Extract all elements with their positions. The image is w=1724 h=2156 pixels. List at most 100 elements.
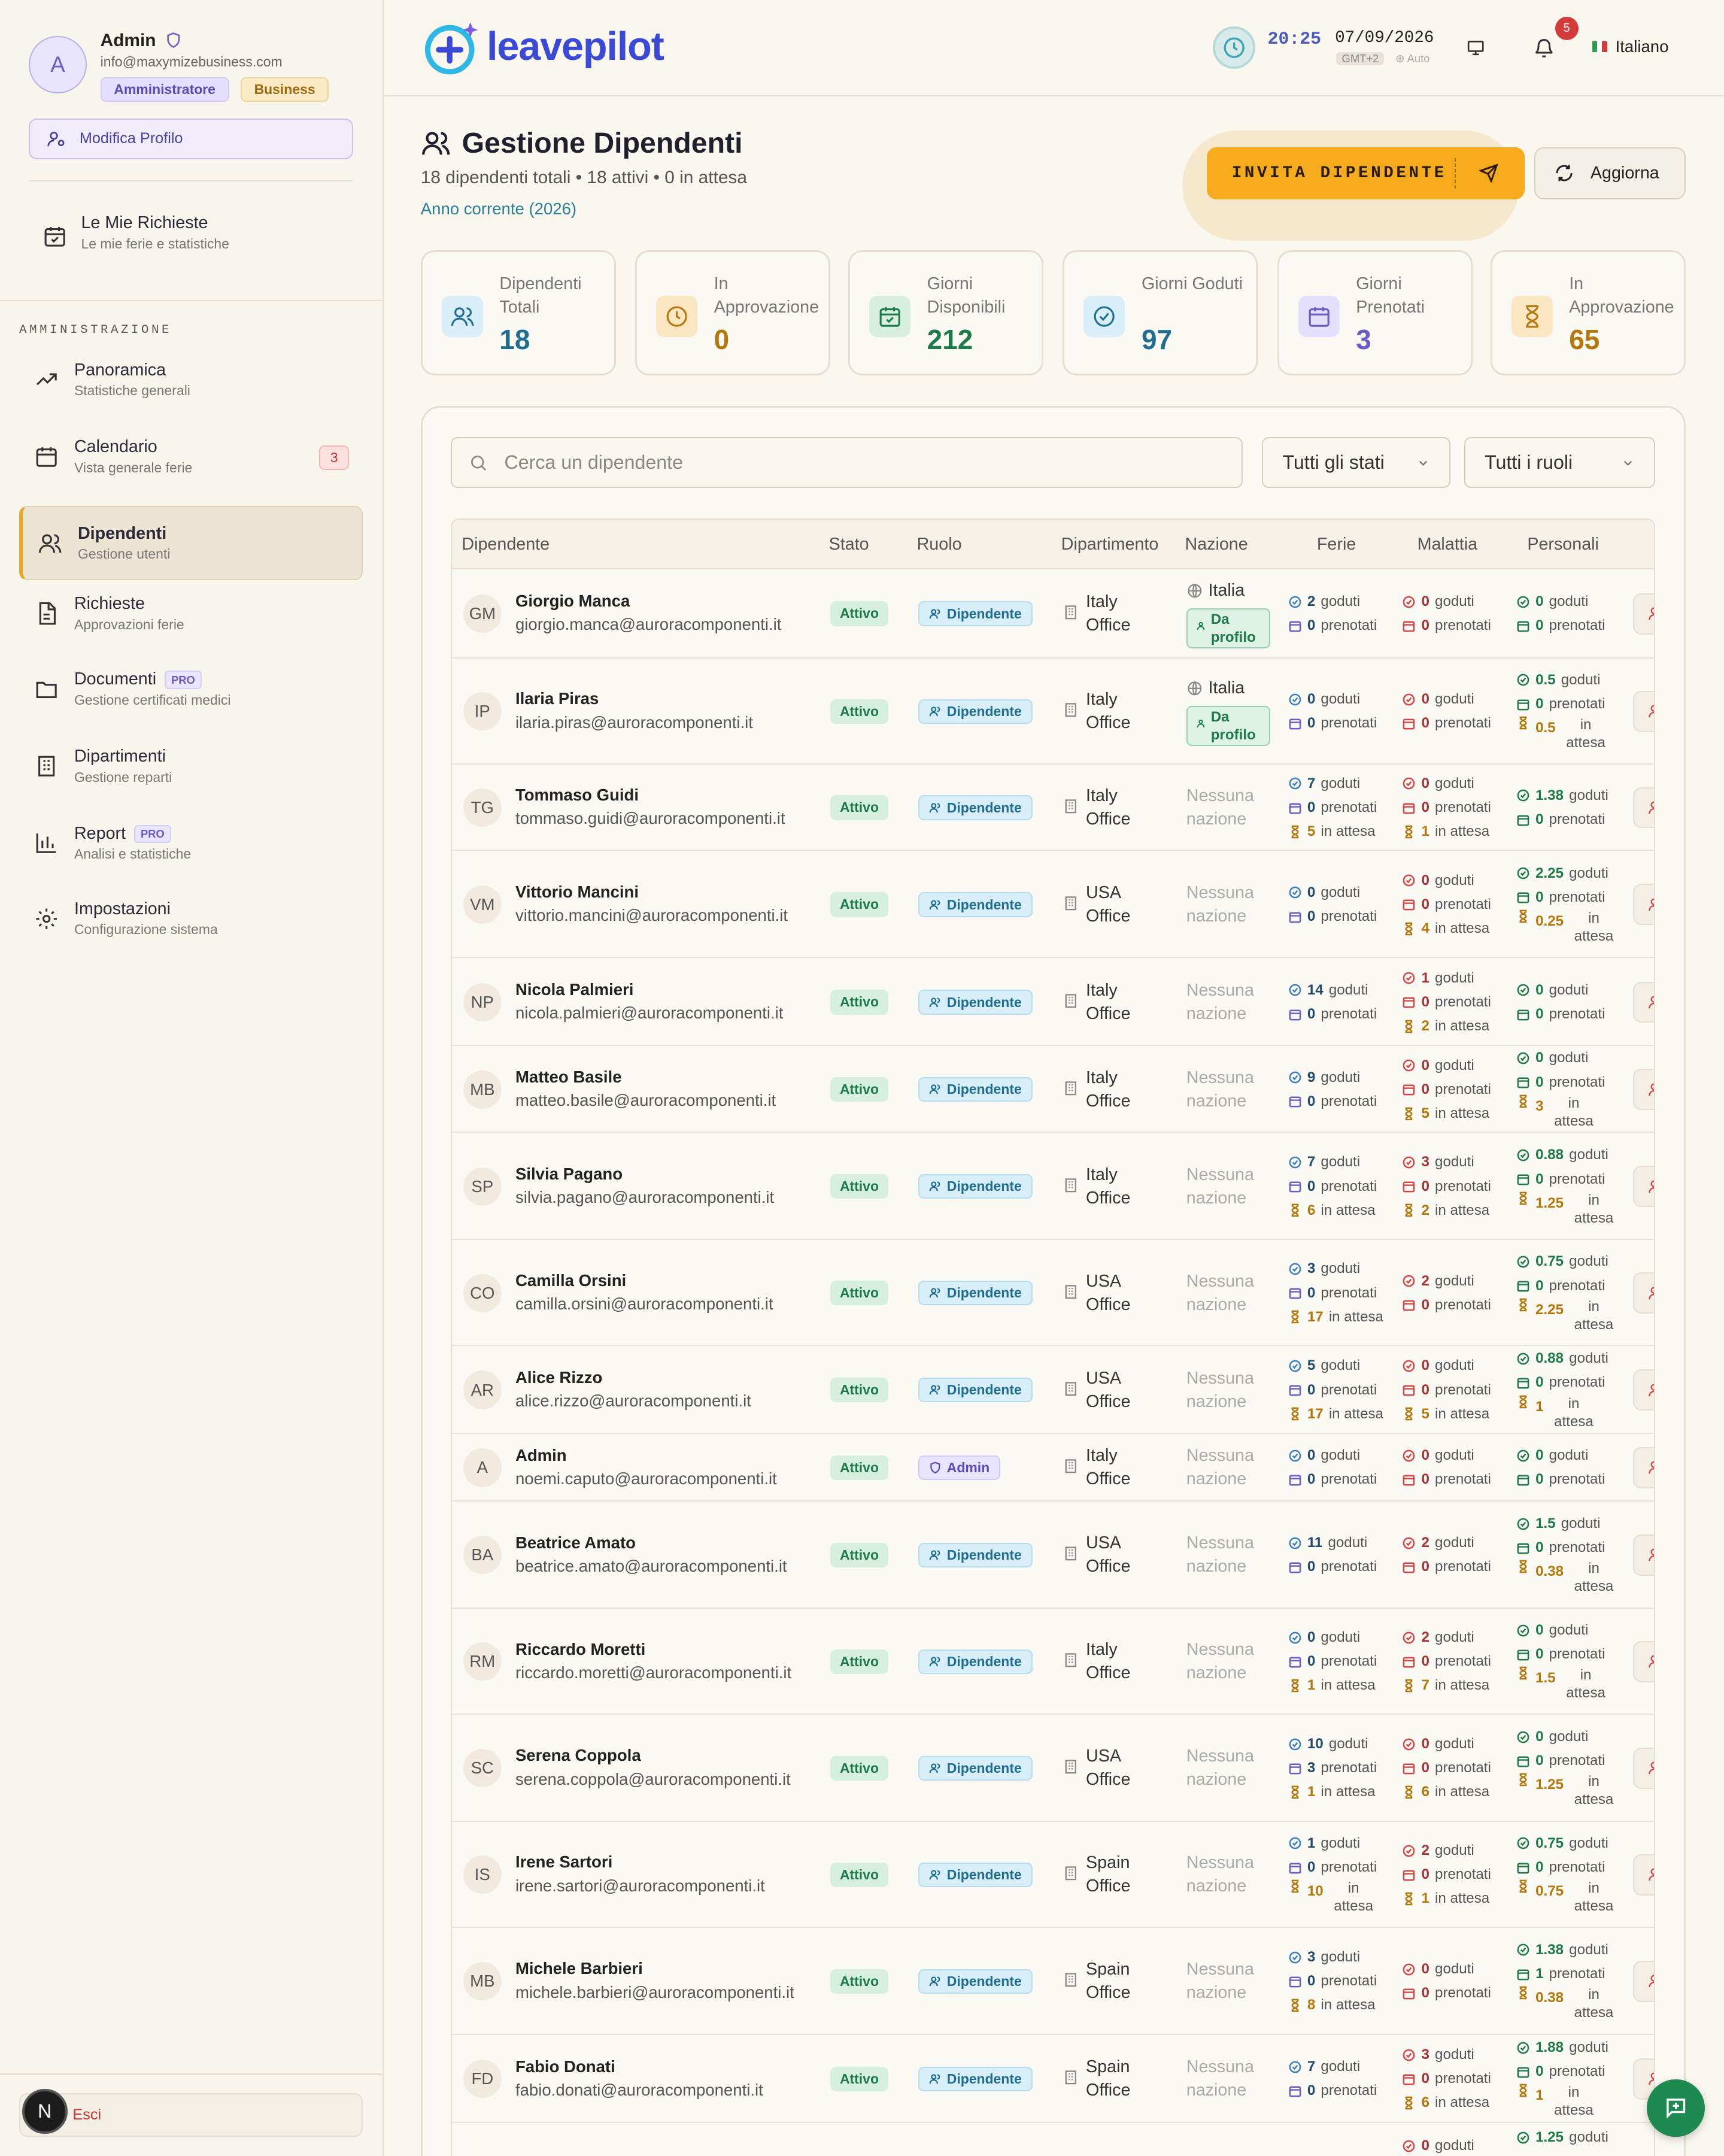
role-badge: Dipendente bbox=[918, 990, 1033, 1015]
avatar[interactable]: A bbox=[29, 35, 87, 94]
invite-employee-button[interactable]: INVITA DIPENDENTE bbox=[1207, 147, 1525, 199]
row-action-button[interactable] bbox=[1633, 1069, 1655, 1111]
used-label: goduti bbox=[1435, 2137, 1474, 2154]
table-row[interactable]: VM Vittorio Mancini vittorio.mancini@auror… bbox=[452, 851, 1655, 959]
feedback-button[interactable] bbox=[1647, 2079, 1705, 2137]
section-heading: AMMINISTRAZIONE bbox=[19, 323, 172, 337]
app-logo[interactable]: leavepilot bbox=[421, 17, 664, 77]
nation-empty-line2: nazione bbox=[1186, 1188, 1247, 1208]
role-filter[interactable]: Tutti i ruoli bbox=[1464, 437, 1656, 489]
pending-days: 0.75 bbox=[1535, 1883, 1564, 1900]
employee-name[interactable]: Irene Sartori bbox=[515, 1852, 613, 1872]
nation-empty: Nessuna nazione bbox=[1186, 881, 1254, 928]
year-link[interactable]: Anno corrente (2026) bbox=[420, 199, 577, 219]
employee-name[interactable]: Matteo Basile bbox=[515, 1068, 622, 1087]
row-action-button[interactable] bbox=[1633, 690, 1655, 732]
monitor-icon[interactable] bbox=[1465, 38, 1486, 57]
table-row[interactable]: A Admin noemi.caputo@auroracomponenti.it At… bbox=[452, 1434, 1655, 1502]
employee-name[interactable]: Riccardo Moretti bbox=[515, 1639, 646, 1658]
row-action-button[interactable] bbox=[1633, 884, 1655, 926]
table-row[interactable]: GM Giorgio Manca giorgio.manca@auroracompo… bbox=[452, 569, 1655, 659]
refresh-button[interactable]: Aggiorna bbox=[1534, 147, 1686, 199]
status-badge: Attivo bbox=[830, 1649, 889, 1674]
hourglass-icon bbox=[1519, 1879, 1527, 1893]
users-icon bbox=[929, 706, 940, 717]
sidebar-item-panoramica[interactable]: Panoramica Statistiche generali bbox=[19, 342, 363, 417]
employee-name[interactable]: Giorgio Manca bbox=[515, 592, 630, 611]
table-row[interactable]: AR Alice Rizzo alice.rizzo@auroracomponent… bbox=[452, 1346, 1655, 1435]
table-row[interactable]: MB Michele Barbieri michele.barbieri@auror… bbox=[452, 1928, 1655, 2035]
logout-button[interactable]: Esci bbox=[19, 2093, 363, 2137]
search-input[interactable]: Cerca un dipendente bbox=[451, 437, 1243, 489]
employee-name[interactable]: Alice Rizzo bbox=[515, 1367, 603, 1387]
row-action-button[interactable] bbox=[1633, 787, 1655, 829]
employee-name[interactable]: Silvia Pagano bbox=[515, 1164, 623, 1183]
row-action-button[interactable] bbox=[1633, 1166, 1655, 1208]
table-row[interactable]: BA Beatrice Amato beatrice.amato@auroracom… bbox=[452, 1502, 1655, 1609]
employee-name[interactable]: Michele Barbieri bbox=[515, 1959, 643, 1978]
employee-email: tommaso.guidi@auroracomponenti.it bbox=[515, 809, 785, 828]
col-role[interactable]: Ruolo bbox=[916, 534, 962, 554]
employee-name[interactable]: Vittorio Mancini bbox=[515, 883, 639, 902]
booked-days: 0 bbox=[1421, 1985, 1429, 2002]
col-employee[interactable]: Dipendente bbox=[462, 534, 550, 554]
sidebar-item-impostazioni[interactable]: Impostazioni Configurazione sistema bbox=[19, 881, 363, 956]
table-row[interactable]: NP Nicola Palmieri nicola.palmieri@aurorac… bbox=[452, 958, 1655, 1047]
nation-empty: Nessuna nazione bbox=[1186, 1163, 1254, 1210]
employee-name[interactable]: Camilla Orsini bbox=[515, 1270, 627, 1290]
employee-name[interactable]: Tommaso Guidi bbox=[515, 786, 639, 805]
sidebar-item-richieste[interactable]: Richieste Approvazioni ferie bbox=[19, 576, 363, 650]
language-selector[interactable]: Italiano bbox=[1592, 37, 1668, 56]
table-row[interactable]: SP Silvia Pagano silvia.pagano@auroracompo… bbox=[452, 1133, 1655, 1241]
row-action-button[interactable] bbox=[1633, 981, 1655, 1023]
col-sick[interactable]: Malattia bbox=[1417, 534, 1478, 554]
table-row[interactable]: CO Camilla Orsini camilla.orsini@auroracom… bbox=[452, 1240, 1655, 1347]
row-action-button[interactable] bbox=[1633, 1369, 1655, 1411]
employee-name[interactable]: Admin bbox=[515, 1445, 567, 1464]
building-icon bbox=[1065, 994, 1076, 1008]
row-action-button[interactable] bbox=[1633, 1447, 1655, 1488]
employee-name[interactable]: Serena Coppola bbox=[515, 1746, 641, 1765]
status-filter[interactable]: Tutti gli stati bbox=[1262, 437, 1450, 489]
table-row[interactable]: IS Irene Sartori irene.sartori@auroracompo… bbox=[452, 1822, 1655, 1928]
table-row[interactable]: IP Ilaria Piras ilaria.piras@auroracompone… bbox=[452, 659, 1655, 765]
personal-cell: 0 goduti 0 prenotati bbox=[1516, 1444, 1633, 1491]
sidebar-item-dipartimenti[interactable]: Dipartimenti Gestione reparti bbox=[19, 729, 363, 803]
nav-my-requests[interactable]: Le Mie Richieste Le mie ferie e statistic… bbox=[29, 213, 353, 265]
edit-profile-button[interactable]: Modifica Profilo bbox=[29, 118, 354, 160]
employee-name[interactable]: Nicola Palmieri bbox=[515, 980, 634, 999]
sidebar-item-calendario[interactable]: Calendario Vista generale ferie 3 bbox=[19, 419, 363, 493]
booked-days: 0 bbox=[1307, 1284, 1316, 1301]
row-action-button[interactable] bbox=[1633, 1747, 1655, 1789]
employee-name[interactable]: Ilaria Piras bbox=[515, 689, 599, 708]
col-personal[interactable]: Personali bbox=[1527, 534, 1599, 554]
row-action-button[interactable] bbox=[1633, 1960, 1655, 2002]
sidebar-item-report[interactable]: Report PRO Analisi e statistiche bbox=[19, 806, 363, 880]
row-action-button[interactable] bbox=[1633, 593, 1655, 635]
table-row[interactable]: TG Tommaso Guidi tommaso.guidi@auroracompo… bbox=[452, 765, 1655, 851]
col-vacation[interactable]: Ferie bbox=[1316, 534, 1356, 554]
vacation-cell: 14 goduti 0 prenotati bbox=[1288, 978, 1405, 1026]
table-row[interactable]: FD Fabio Donati fabio.donati@auroracompone… bbox=[452, 2035, 1655, 2123]
bell-icon[interactable] bbox=[1533, 37, 1555, 59]
col-status[interactable]: Stato bbox=[828, 534, 869, 554]
building-icon bbox=[1065, 799, 1076, 814]
employee-name[interactable]: Fabio Donati bbox=[515, 2057, 615, 2076]
row-action-button[interactable] bbox=[1633, 1640, 1655, 1682]
table-row[interactable]: 0 goduti 1.25 goduti bbox=[452, 2123, 1654, 2156]
row-action-button[interactable] bbox=[1633, 1272, 1655, 1314]
clock-icon bbox=[1212, 26, 1255, 69]
row-action-button[interactable] bbox=[1633, 1534, 1655, 1576]
row-action-button[interactable] bbox=[1633, 1854, 1655, 1896]
booked-label: prenotati bbox=[1321, 1093, 1377, 1109]
table-row[interactable]: MB Matteo Basile matteo.basile@auroracompo… bbox=[452, 1046, 1655, 1133]
table-row[interactable]: SC Serena Coppola serena.coppola@auroracom… bbox=[452, 1715, 1655, 1822]
sidebar-item-documenti[interactable]: Documenti PRO Gestione certificati medici bbox=[19, 652, 363, 726]
col-nation[interactable]: Nazione bbox=[1185, 534, 1248, 554]
sidebar-item-dipendenti[interactable]: Dipendenti Gestione utenti bbox=[19, 506, 363, 581]
table-row[interactable]: RM Riccardo Moretti riccardo.moretti@auror… bbox=[452, 1609, 1655, 1715]
dev-badge[interactable]: N bbox=[22, 2088, 68, 2134]
employee-name[interactable]: Beatrice Amato bbox=[515, 1533, 636, 1552]
col-department[interactable]: Dipartimento bbox=[1061, 534, 1159, 554]
nation-empty: Nessuna nazione bbox=[1186, 1958, 1254, 2005]
